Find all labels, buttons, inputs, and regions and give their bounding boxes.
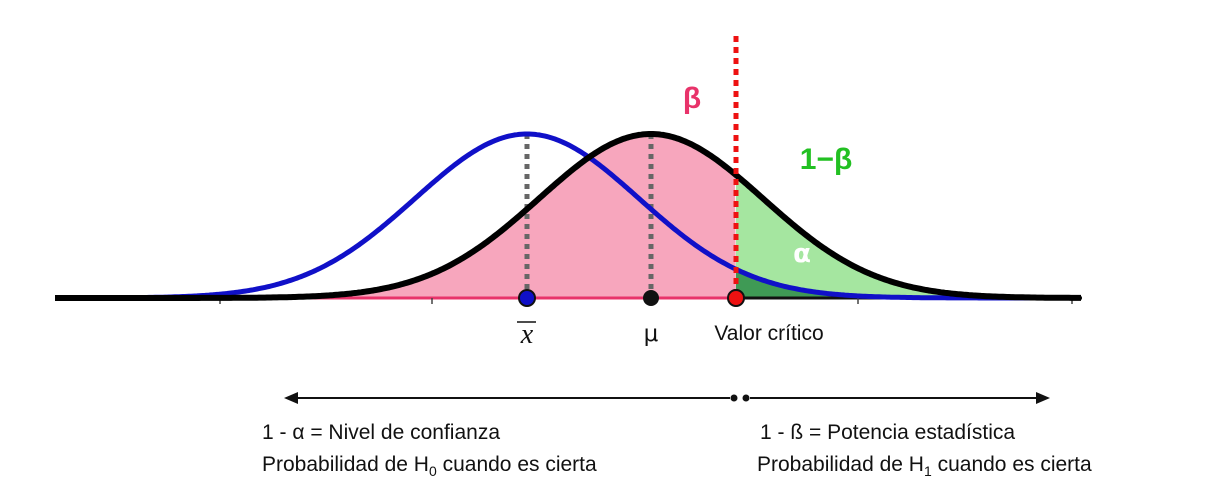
alternative-distribution-curve [55,131,1081,301]
sample-mean-label: x [520,319,534,350]
confidence-level-caption: 1 - α = Nivel de confianza [262,421,500,444]
critical-value-point [727,289,745,307]
alpha-label: α [793,239,811,269]
right-arrow-icon [742,392,1050,404]
population-mean-label: μ [644,321,659,347]
null-distribution-curve [55,131,1081,301]
statistical-power-caption: 1 - ß = Potencia estadística [760,421,1015,444]
left-arrow-icon [284,392,738,404]
power-area [736,175,1082,298]
h1-probability-caption: Probabilidad de H1 cuando es cierta [757,453,1092,479]
h0-probability-caption: Probabilidad de H0 cuando es cierta [262,453,597,479]
beta-area [55,134,736,298]
beta-label: β [683,82,701,115]
population-mean-point [643,290,659,306]
sample-mean-point [518,289,536,307]
critical-value-label: Valor crítico [714,322,823,345]
power-label: 1−β [800,143,853,176]
alpha-area [736,269,1082,298]
